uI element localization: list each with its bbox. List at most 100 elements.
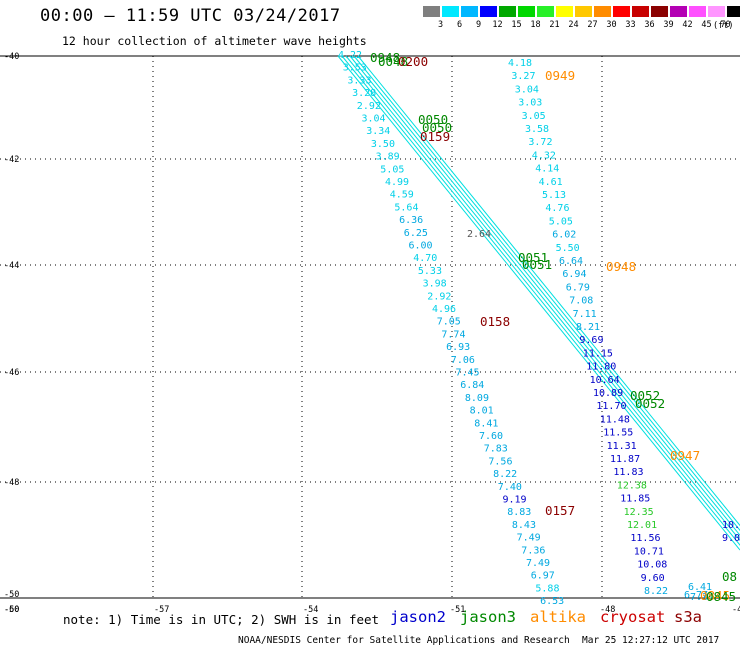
track-line <box>357 55 740 527</box>
legend-label: 30 <box>606 20 617 30</box>
legend-swatch <box>707 5 726 18</box>
wave-height-value: 4.96 <box>432 304 456 315</box>
legend-label: 70 <box>720 20 731 30</box>
legend-unit: (ft) <box>713 21 734 31</box>
wave-height-value: 4.99 <box>385 177 409 188</box>
legend-swatch <box>536 5 555 18</box>
wave-height-value: 5.64 <box>394 202 418 213</box>
wave-height-value: 11.56 <box>630 533 660 544</box>
wave-height-value: 7.11 <box>573 309 597 320</box>
wave-height-value: 6.53 <box>540 596 564 607</box>
wave-height-value: 5.05 <box>380 164 404 175</box>
pass-time-label: 0949 <box>545 68 575 83</box>
wave-height-value: 7.49 <box>517 533 541 544</box>
wave-height-value: 2.64 <box>467 229 491 240</box>
track-line <box>337 55 740 551</box>
legend-label: 21 <box>549 20 560 30</box>
wave-height-value: 6.00 <box>409 241 433 252</box>
pass-time-label: 0052 <box>635 396 665 411</box>
pass-time-label: 0048 <box>378 54 408 69</box>
wave-height-value: 7.49 <box>526 558 550 569</box>
legend-swatch <box>555 5 574 18</box>
wave-height-value: 11.87 <box>610 454 640 465</box>
wave-height-value: 6.93 <box>446 342 470 353</box>
wave-height-value: 3.05 <box>522 111 546 122</box>
legend-swatch <box>517 5 536 18</box>
page-subtitle: 12 hour collection of altimeter wave hei… <box>62 34 367 48</box>
wave-height-value: 11.70 <box>596 401 626 412</box>
longitude-label: -45 <box>732 605 740 615</box>
axis-labels: -40-42-44-46-48-50-50-60-57-54-51-48-45 <box>4 52 740 615</box>
wave-height-value: 4.32 <box>532 150 556 161</box>
wave-height-value: 7.36 <box>521 545 545 556</box>
color-scale-labels: 3 6 9 12 15 18 21 24 27 30 33 36 39 42 45 70 <box>422 20 735 30</box>
wave-height-value: 12.01 <box>627 520 657 531</box>
map-grid <box>0 55 740 599</box>
wave-height-value: 6.25 <box>404 228 428 239</box>
pass-time-label: 08 <box>722 569 737 584</box>
wave-height-value: 12.35 <box>624 507 654 518</box>
wave-height-value: 7.74 <box>441 329 465 340</box>
latitude-label: -46 <box>4 368 19 378</box>
longitude-label: -57 <box>154 605 169 615</box>
wave-height-value: 10.71 <box>634 546 664 557</box>
pass-time-label: 0845 <box>706 589 736 604</box>
latitude-label: -50 <box>4 590 19 600</box>
wave-height-value: 11.80 <box>586 362 616 373</box>
legend-label: 27 <box>587 20 598 30</box>
latitude-label: -48 <box>4 478 19 488</box>
wave-height-value: 11.31 <box>607 441 637 452</box>
latitude-label: -40 <box>4 52 19 62</box>
legend-swatch <box>498 5 517 18</box>
legend-swatch <box>688 5 707 18</box>
wave-height-value: 3.04 <box>362 114 386 125</box>
wave-height-value: 8.01 <box>470 406 494 417</box>
longitude-label: -51 <box>450 605 465 615</box>
track-line <box>349 55 740 537</box>
wave-height-value: 4.70 <box>413 253 437 264</box>
wave-height-value: 11.48 <box>600 414 630 425</box>
longitude-label: -48 <box>600 605 615 615</box>
satellite-jason3: jason3 <box>460 608 516 626</box>
wave-height-value: 4.59 <box>390 190 414 201</box>
wave-height-value: 6.84 <box>460 380 484 391</box>
latitude-label: -50 <box>4 605 19 615</box>
longitude-label: -60 <box>4 605 19 615</box>
legend-label: 33 <box>625 20 636 30</box>
wave-height-value: 7.45 <box>456 368 480 379</box>
wave-height-value: 9.19 <box>503 495 527 506</box>
wave-height-value: 3.33 <box>347 75 371 86</box>
wave-height-value: 3.27 <box>511 71 535 82</box>
pass-time-label: 0159 <box>420 129 450 144</box>
pass-time-label: 0948 <box>606 259 636 274</box>
legend-label: 15 <box>511 20 522 30</box>
wave-height-value: 6.79 <box>566 282 590 293</box>
wave-height-value: 5.50 <box>556 243 580 254</box>
wave-height-value: 3.89 <box>376 152 400 163</box>
legend-swatch <box>669 5 688 18</box>
wave-height-value: 7.83 <box>484 444 508 455</box>
wave-height-value: 3.03 <box>518 98 542 109</box>
wave-height-value: 8.21 <box>576 322 600 333</box>
wave-height-value: 6.41 <box>688 582 712 593</box>
satellite-jason2: jason2 <box>390 608 446 626</box>
legend-label: 12 <box>492 20 503 30</box>
legend-swatch <box>593 5 612 18</box>
pass-time-label: 0052 <box>630 388 660 403</box>
wave-height-value: 11.83 <box>613 467 643 478</box>
wave-height-value: 10.89 <box>593 388 623 399</box>
legend-swatch <box>650 5 669 18</box>
wave-height-value: 6.94 <box>562 269 586 280</box>
wave-height-value: 12.38 <box>617 480 647 491</box>
wave-height-value: 8.43 <box>512 520 536 531</box>
legend-label: 6 <box>456 20 463 30</box>
wave-height-value: 7.60 <box>479 431 503 442</box>
wave-height-value: 10.64 <box>590 375 620 386</box>
satellite-s3a: s3a <box>674 608 702 626</box>
wave-height-value: 4.22 <box>338 50 362 61</box>
wave-height-value: 7.06 <box>451 355 475 366</box>
legend-label: 42 <box>682 20 693 30</box>
footer-credit: NOAA/NESDIS Center for Satellite Applica… <box>238 635 570 646</box>
pass-time-label: 0051 <box>518 250 548 265</box>
